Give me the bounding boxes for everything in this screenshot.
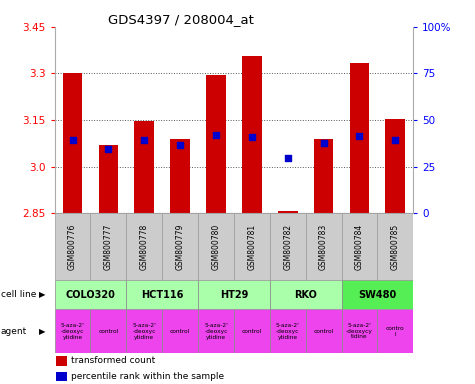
Bar	[385, 119, 405, 213]
Bar	[126, 309, 162, 353]
Text: 5-aza-2'
-deoxyc
ytidine: 5-aza-2' -deoxyc ytidine	[133, 323, 156, 339]
Bar	[55, 280, 126, 309]
Text: HCT116: HCT116	[141, 290, 183, 300]
Bar	[206, 75, 226, 213]
Text: cell line: cell line	[1, 290, 36, 299]
Bar	[306, 213, 342, 280]
Bar	[314, 139, 333, 213]
Text: GSM800777: GSM800777	[104, 223, 113, 270]
Bar	[342, 280, 413, 309]
Bar	[162, 213, 198, 280]
Bar	[198, 213, 234, 280]
Text: control: control	[314, 329, 334, 334]
Point	[356, 133, 363, 139]
Bar	[55, 213, 91, 280]
Bar	[98, 145, 118, 213]
Point	[284, 155, 292, 161]
Bar	[198, 309, 234, 353]
Text: agent: agent	[1, 327, 27, 336]
Bar	[170, 139, 190, 213]
Text: GSM800785: GSM800785	[391, 223, 400, 270]
Text: control: control	[98, 329, 119, 334]
Point	[248, 134, 256, 140]
Text: GSM800776: GSM800776	[68, 223, 77, 270]
Point	[69, 136, 76, 142]
Bar	[91, 309, 126, 353]
Bar	[126, 213, 162, 280]
Bar	[198, 280, 270, 309]
Point	[176, 142, 184, 148]
Text: transformed count: transformed count	[71, 356, 155, 365]
Point	[141, 136, 148, 142]
Text: 5-aza-2'
-deoxyc
ytidine: 5-aza-2' -deoxyc ytidine	[204, 323, 228, 339]
Bar	[63, 73, 83, 213]
Point	[320, 140, 327, 146]
Bar	[378, 309, 413, 353]
Bar	[270, 309, 306, 353]
Text: contro
l: contro l	[386, 326, 405, 337]
Bar	[57, 356, 67, 366]
Text: control: control	[170, 329, 190, 334]
Bar	[234, 213, 270, 280]
Bar	[234, 309, 270, 353]
Bar	[134, 121, 154, 213]
Text: RKO: RKO	[294, 290, 317, 300]
Text: SW480: SW480	[358, 290, 397, 300]
Text: GSM800779: GSM800779	[176, 223, 185, 270]
Text: HT29: HT29	[220, 290, 248, 300]
Text: GSM800783: GSM800783	[319, 223, 328, 270]
Bar	[278, 211, 298, 213]
Bar	[342, 213, 378, 280]
Bar	[378, 213, 413, 280]
Text: 5-aza-2'
-deoxycy
tidine: 5-aza-2' -deoxycy tidine	[346, 323, 373, 339]
Point	[104, 146, 112, 152]
Text: GSM800780: GSM800780	[211, 223, 220, 270]
Bar	[91, 213, 126, 280]
Text: percentile rank within the sample: percentile rank within the sample	[71, 372, 224, 381]
Bar	[270, 280, 342, 309]
Text: GSM800784: GSM800784	[355, 223, 364, 270]
Point	[391, 136, 399, 142]
Text: control: control	[242, 329, 262, 334]
Bar	[55, 309, 91, 353]
Text: COLO320: COLO320	[66, 290, 115, 300]
Text: GSM800782: GSM800782	[283, 223, 292, 270]
Bar	[242, 56, 262, 213]
Bar	[126, 280, 198, 309]
Point	[212, 132, 220, 138]
Bar	[342, 309, 378, 353]
Text: 5-aza-2'
-deoxyc
ytidine: 5-aza-2' -deoxyc ytidine	[61, 323, 85, 339]
Bar	[350, 63, 370, 213]
Bar	[270, 213, 306, 280]
Text: ▶: ▶	[39, 290, 46, 299]
Bar	[162, 309, 198, 353]
Bar	[57, 372, 67, 381]
Bar	[306, 309, 342, 353]
Text: ▶: ▶	[39, 327, 46, 336]
Text: 5-aza-2'
-deoxyc
ytidine: 5-aza-2' -deoxyc ytidine	[276, 323, 300, 339]
Text: GSM800778: GSM800778	[140, 223, 149, 270]
Text: GDS4397 / 208004_at: GDS4397 / 208004_at	[108, 13, 254, 26]
Text: GSM800781: GSM800781	[247, 223, 257, 270]
